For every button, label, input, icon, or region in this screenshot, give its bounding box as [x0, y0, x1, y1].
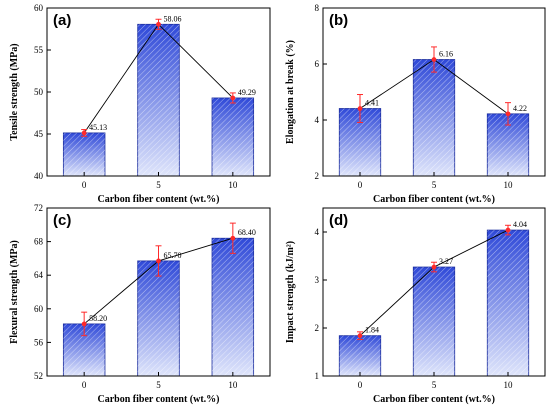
panel-label: (a)	[53, 12, 71, 29]
data-point	[505, 111, 511, 117]
data-point	[230, 235, 236, 241]
x-axis-title: Carbon fiber content (wt.%)	[97, 194, 219, 205]
y-tick-label: 4	[315, 115, 320, 125]
y-axis-title: Flexural strength (MPa)	[9, 240, 20, 344]
data-label: 1.84	[365, 326, 379, 335]
x-axis-title: Carbon fiber content (wt.%)	[97, 394, 219, 405]
x-tick-label: 10	[228, 180, 238, 190]
y-tick-label: 2	[315, 171, 320, 181]
data-label: 3.27	[439, 257, 453, 266]
data-label: 68.40	[238, 228, 256, 237]
x-tick-label: 0	[82, 180, 87, 190]
bar-hatch-5	[413, 267, 455, 376]
y-tick-label: 45	[34, 129, 44, 139]
bar-hatch-10	[212, 238, 254, 376]
data-point	[156, 21, 161, 27]
y-tick-label: 52	[34, 371, 43, 381]
data-label: 45.13	[89, 123, 107, 132]
y-tick-label: 2	[315, 323, 320, 333]
y-tick-label: 64	[34, 270, 44, 280]
data-point	[81, 321, 87, 327]
y-tick-label: 6	[315, 59, 320, 69]
x-axis-title: Carbon fiber content (wt.%)	[373, 394, 495, 405]
bar-hatch-10	[212, 97, 254, 176]
y-tick-label: 68	[34, 237, 44, 247]
y-axis-title: Tensile strength (MPa)	[9, 43, 20, 140]
data-point	[156, 258, 161, 264]
y-axis-title: Elongation at break (%)	[285, 40, 296, 144]
y-tick-label: 50	[34, 87, 44, 97]
data-label: 6.16	[439, 50, 453, 59]
data-point	[431, 264, 437, 270]
panel-label: (d)	[329, 212, 348, 229]
y-tick-label: 55	[34, 45, 44, 55]
chart-panel-3: 1.84 3.27 4.04 1 2 3 4 0 5 10 Carbon fiber content…	[285, 207, 546, 405]
bar-hatch-0	[63, 132, 105, 176]
y-tick-label: 4	[315, 227, 320, 237]
x-tick-label: 0	[358, 180, 363, 190]
data-point	[431, 57, 437, 62]
chart-panel-0: 45.13 58.06 49.29 40 45 50 55 60 0 5 10 Carbon fibe…	[9, 3, 271, 205]
chart-panel-1: 4.41 6.16 4.22 2 4 6 8 0 5 10 Carbon fiber content…	[285, 3, 546, 205]
y-tick-label: 60	[34, 304, 44, 314]
bar-hatch-5	[137, 260, 180, 376]
x-tick-label: 0	[82, 380, 87, 390]
x-tick-label: 5	[156, 380, 161, 390]
panel-label: (b)	[329, 12, 348, 29]
y-tick-label: 1	[315, 371, 320, 381]
chart-panel-2: 58.20 65.70 68.40 52 56 60 64 68 72 0 5 10 Carbon fi…	[9, 203, 271, 405]
data-point	[505, 227, 511, 233]
x-tick-label: 10	[504, 180, 514, 190]
x-axis-title: Carbon fiber content (wt.%)	[373, 194, 495, 205]
data-point	[81, 130, 87, 136]
data-point	[357, 333, 363, 339]
x-tick-label: 0	[358, 380, 363, 390]
data-label: 58.06	[164, 14, 182, 23]
x-tick-label: 5	[432, 180, 437, 190]
bar-hatch-10	[487, 230, 529, 376]
bar-hatch-5	[137, 24, 180, 176]
data-label: 4.41	[365, 99, 379, 108]
x-tick-label: 10	[228, 380, 238, 390]
y-tick-label: 3	[315, 275, 320, 285]
x-tick-label: 5	[432, 380, 437, 390]
y-axis-title: Impact strength (kJ/m²)	[285, 241, 296, 343]
y-tick-label: 40	[34, 171, 44, 181]
data-label: 4.04	[513, 220, 527, 229]
data-label: 4.22	[513, 104, 527, 113]
x-tick-label: 10	[504, 380, 514, 390]
bar-hatch-0	[339, 335, 381, 376]
y-tick-label: 8	[315, 3, 320, 13]
data-label: 58.20	[89, 314, 107, 323]
panel-label: (c)	[53, 212, 71, 229]
y-tick-label: 56	[34, 337, 44, 347]
x-tick-label: 5	[156, 180, 161, 190]
y-tick-label: 72	[34, 203, 43, 213]
data-label: 65.70	[164, 251, 182, 260]
y-tick-label: 60	[34, 3, 44, 13]
data-label: 49.29	[238, 88, 256, 97]
data-point	[230, 95, 236, 101]
data-point	[357, 106, 363, 111]
bar-hatch-5	[413, 59, 455, 176]
